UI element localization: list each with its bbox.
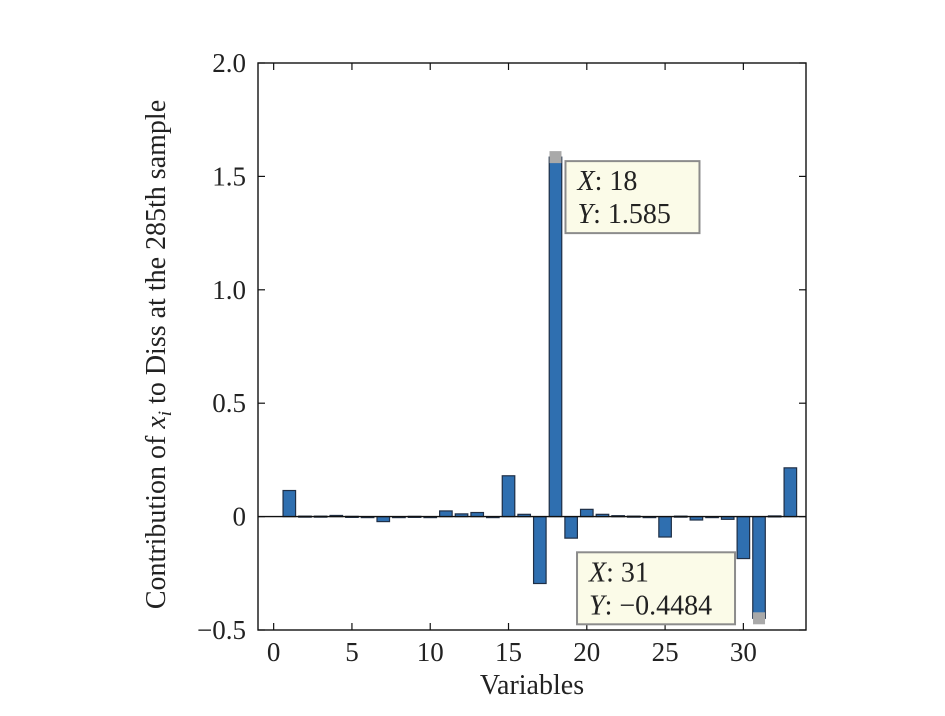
y-tick-label: 1.0	[212, 275, 246, 305]
bar-variable-17	[532, 515, 547, 585]
y-axis-label-before: Contribution of	[141, 429, 172, 609]
datatip-x31: X: 31Y: −0.4484	[576, 551, 766, 626]
datatips-layer: X: 18Y: 1.585 X: 31Y: −0.4484	[549, 151, 766, 626]
datatip-box	[564, 160, 701, 235]
bar-variable-25	[658, 515, 672, 538]
bars-layer	[282, 156, 798, 619]
datatip-marker	[753, 612, 766, 625]
y-axis-label-after: to Diss at the 285th sample	[141, 100, 172, 411]
y-axis-label: Contribution of xi to Diss at the 285th …	[141, 100, 176, 609]
axis-ticks: 0 5 10 15 20 25 30 −0.5 0 0.5 1.0 1.5 2.0	[197, 48, 806, 667]
bar-variable-19	[564, 515, 579, 539]
x-tick-label: 10	[417, 637, 444, 667]
datatip-x18: X: 18Y: 1.585	[549, 151, 701, 235]
bar-variable-30	[736, 515, 751, 560]
x-tick-label: 20	[573, 637, 600, 667]
x-tick-label: 5	[345, 637, 359, 667]
y-axis-label-subscript: i	[155, 411, 176, 416]
datatip-y-line: Y: −0.4484	[589, 590, 712, 621]
datatip-x-line: X: 31	[588, 557, 649, 588]
bar-variable-33	[783, 467, 798, 518]
bar-variable-20	[579, 508, 594, 518]
datatip-marker	[549, 151, 562, 164]
datatip-box	[576, 551, 737, 626]
datatip-x-line: X: 18	[576, 166, 637, 197]
x-tick-label: 30	[730, 637, 757, 667]
bar-variable-31	[752, 515, 766, 619]
bar-variable-11	[439, 510, 453, 518]
x-tick-label: 15	[495, 637, 522, 667]
y-tick-label: 2.0	[212, 48, 246, 78]
plot-frame	[257, 62, 807, 631]
datatip-y-line: Y: 1.585	[577, 199, 670, 230]
x-tick-label: 25	[652, 637, 679, 667]
bar-variable-15	[501, 475, 516, 518]
x-axis-label: Variables	[480, 670, 584, 701]
y-tick-label: 0	[233, 502, 247, 532]
x-tick-label: 0	[267, 637, 281, 667]
bar-variable-1	[282, 489, 297, 518]
y-tick-label: 1.5	[212, 161, 246, 191]
bar-variable-18	[548, 156, 563, 518]
y-axis-label-variable: x	[141, 416, 172, 430]
bar-variable-7	[376, 515, 391, 523]
y-tick-label: −0.5	[197, 615, 246, 645]
y-tick-label: 0.5	[212, 388, 246, 418]
